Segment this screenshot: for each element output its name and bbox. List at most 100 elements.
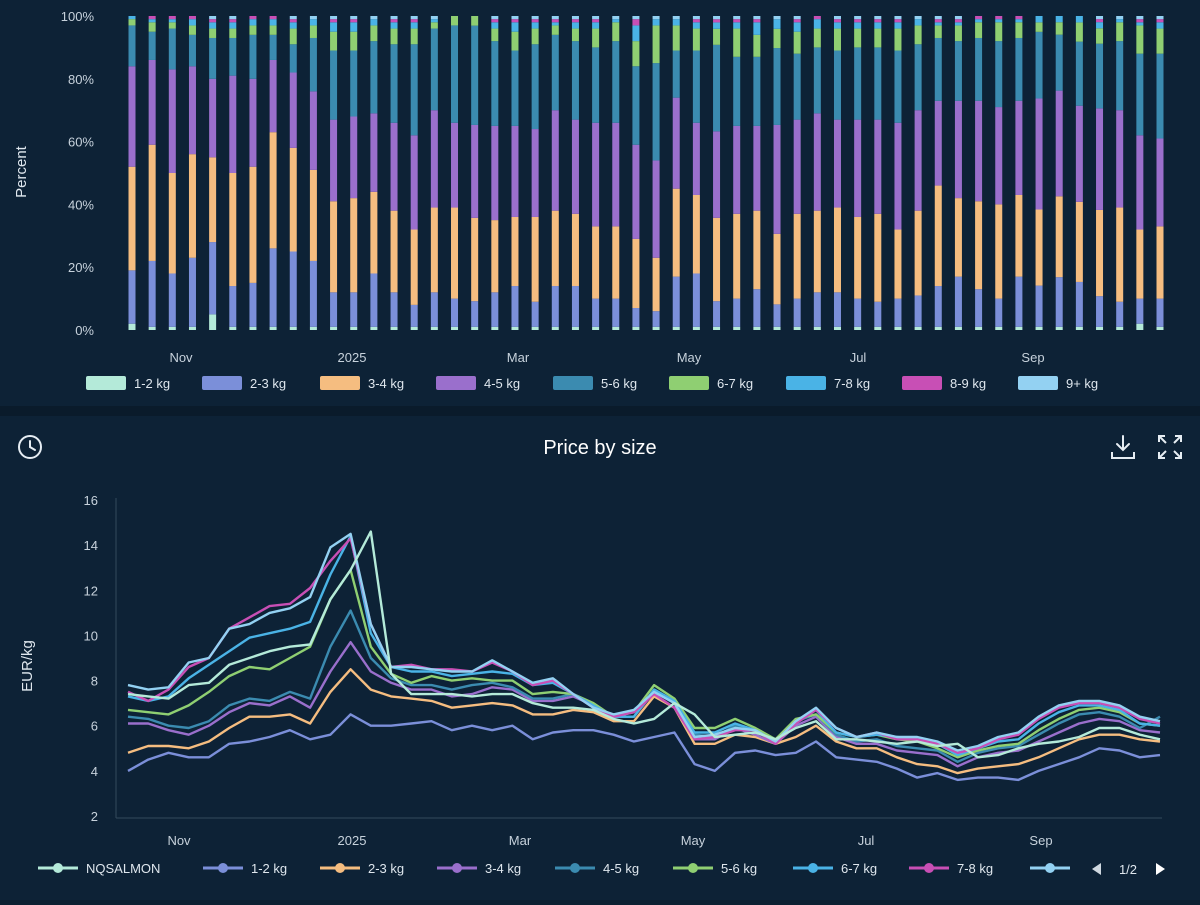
series-line[interactable]: [127, 713, 1161, 782]
legend-prev-icon[interactable]: [1092, 863, 1101, 875]
stacked-bar[interactable]: [612, 16, 620, 330]
stacked-bar[interactable]: [934, 16, 942, 330]
legend-item[interactable]: 3-4 kg: [437, 861, 521, 876]
legend-next-icon[interactable]: [1156, 863, 1165, 875]
stacked-bar[interactable]: [1055, 16, 1063, 330]
stacked-bar[interactable]: [833, 16, 841, 330]
bar-segment: [833, 28, 841, 51]
legend-item[interactable]: NQSALMON: [38, 861, 160, 876]
stacked-bar[interactable]: [713, 16, 721, 330]
stacked-bar[interactable]: [491, 16, 499, 330]
stacked-bar[interactable]: [632, 16, 640, 330]
stacked-bar[interactable]: [1116, 16, 1124, 330]
stacked-bar[interactable]: [1075, 16, 1083, 330]
stacked-bar[interactable]: [592, 16, 600, 330]
legend-item[interactable]: 5-6 kg: [553, 376, 637, 391]
stacked-bar[interactable]: [551, 16, 559, 330]
bar-segment: [1096, 16, 1104, 20]
stacked-bar[interactable]: [188, 16, 196, 330]
stacked-bar[interactable]: [451, 16, 459, 330]
stacked-bar[interactable]: [289, 16, 297, 330]
stacked-bar[interactable]: [390, 16, 398, 330]
stacked-bar[interactable]: [652, 16, 660, 330]
stacked-bar[interactable]: [1035, 16, 1043, 330]
bar-segment: [289, 251, 297, 327]
legend-item[interactable]: 6-7 kg: [793, 861, 877, 876]
stacked-bar[interactable]: [471, 16, 479, 330]
stacked-bar[interactable]: [229, 16, 237, 330]
stacked-bar[interactable]: [531, 16, 539, 330]
stacked-bar[interactable]: [168, 16, 176, 330]
stacked-bar[interactable]: [571, 16, 579, 330]
stacked-bar[interactable]: [350, 16, 358, 330]
stacked-bar[interactable]: [1015, 16, 1023, 330]
stacked-bar[interactable]: [793, 16, 801, 330]
stacked-bar[interactable]: [672, 16, 680, 330]
legend-item[interactable]: 2-3 kg: [320, 861, 404, 876]
legend-item[interactable]: 4-5 kg: [436, 376, 520, 391]
stacked-bar[interactable]: [914, 16, 922, 330]
series-line[interactable]: [127, 568, 1161, 759]
stacked-bar[interactable]: [813, 16, 821, 330]
stacked-bar[interactable]: [410, 16, 418, 330]
series-line[interactable]: [127, 532, 1161, 752]
stacked-bar[interactable]: [995, 16, 1003, 330]
bar-segment: [612, 226, 620, 299]
expand-icon[interactable]: [1158, 435, 1182, 459]
stacked-bar[interactable]: [1136, 16, 1144, 330]
stacked-bar[interactable]: [370, 16, 378, 330]
bar-segment: [511, 326, 519, 330]
stacked-bar[interactable]: [148, 16, 156, 330]
bar-segment: [1075, 326, 1083, 330]
stacked-bar[interactable]: [209, 16, 217, 330]
bar-segment: [209, 37, 217, 79]
bar-segment: [854, 326, 862, 330]
legend-item[interactable]: [1030, 863, 1070, 873]
bar-segment: [672, 97, 680, 189]
stacked-bar[interactable]: [309, 16, 317, 330]
stacked-bar[interactable]: [269, 16, 277, 330]
series-line[interactable]: [127, 530, 1161, 759]
stacked-bar[interactable]: [1096, 16, 1104, 330]
download-icon[interactable]: [1111, 435, 1135, 459]
legend-item[interactable]: 4-5 kg: [555, 861, 639, 876]
stacked-bar[interactable]: [249, 16, 257, 330]
legend-item[interactable]: 7-8 kg: [786, 376, 870, 391]
panel-divider: [0, 406, 1200, 416]
stacked-bar[interactable]: [330, 16, 338, 330]
legend-item[interactable]: 2-3 kg: [202, 376, 286, 391]
bar-segment: [229, 16, 237, 20]
stacked-bar[interactable]: [692, 16, 700, 330]
legend-item[interactable]: 6-7 kg: [669, 376, 753, 391]
stacked-bar[interactable]: [511, 16, 519, 330]
bar-segment: [793, 298, 801, 327]
stacked-bar[interactable]: [854, 16, 862, 330]
bar-segment: [289, 72, 297, 148]
stacked-bar[interactable]: [975, 16, 983, 330]
stacked-bar[interactable]: [773, 16, 781, 330]
clock-icon[interactable]: [18, 435, 42, 459]
bar-segment: [128, 323, 136, 330]
legend-item[interactable]: 8-9 kg: [902, 376, 986, 391]
stacked-bar[interactable]: [894, 16, 902, 330]
legend-item[interactable]: 1-2 kg: [203, 861, 287, 876]
stacked-bar[interactable]: [874, 16, 882, 330]
bar-segment: [954, 100, 962, 199]
stacked-bar[interactable]: [753, 16, 761, 330]
series-line[interactable]: [127, 668, 1161, 775]
stacked-bar[interactable]: [128, 16, 136, 330]
legend-item[interactable]: 5-6 kg: [673, 861, 757, 876]
bar-segment: [491, 292, 499, 327]
bar-segment: [128, 19, 136, 26]
legend-item[interactable]: 1-2 kg: [86, 376, 170, 391]
stacked-bar[interactable]: [1156, 16, 1164, 330]
bar-segment: [914, 44, 922, 111]
legend-item[interactable]: 9+ kg: [1018, 376, 1098, 391]
stacked-bar[interactable]: [954, 16, 962, 330]
legend-item[interactable]: 3-4 kg: [320, 376, 404, 391]
series-line[interactable]: [127, 537, 1161, 754]
stacked-bar[interactable]: [733, 16, 741, 330]
bar-segment: [309, 326, 317, 330]
stacked-bar[interactable]: [430, 16, 438, 330]
legend-item[interactable]: 7-8 kg: [909, 861, 993, 876]
